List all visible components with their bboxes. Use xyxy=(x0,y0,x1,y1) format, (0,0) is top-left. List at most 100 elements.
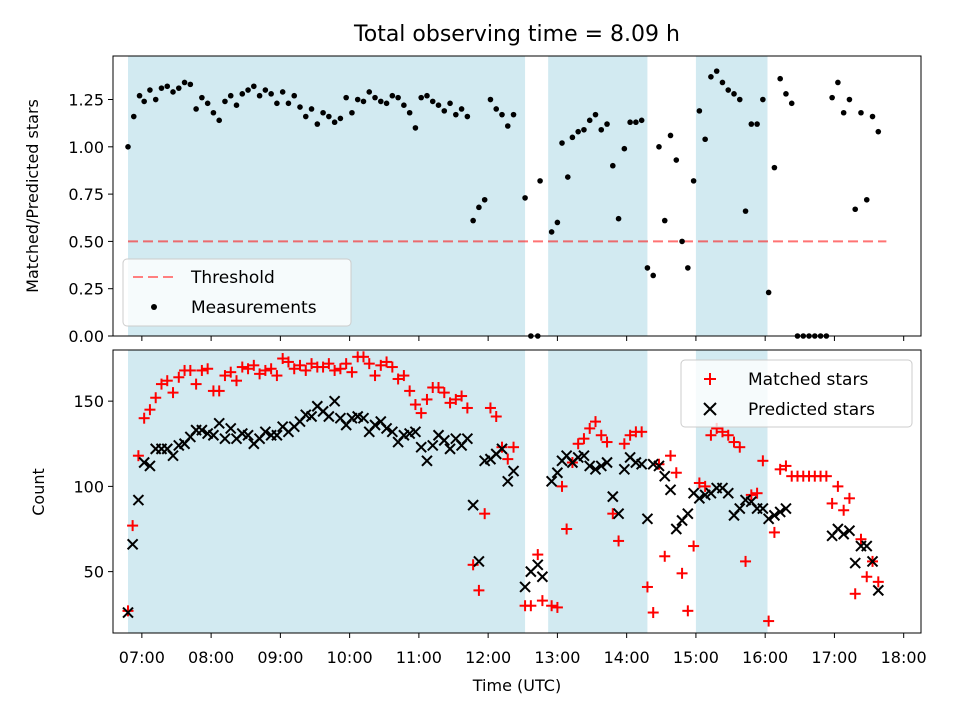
measurement-point xyxy=(331,119,338,126)
matched-star-marker xyxy=(277,353,289,365)
matched-star-marker xyxy=(248,359,260,371)
matched-star-marker xyxy=(317,361,329,373)
matched-star-marker xyxy=(780,460,792,472)
predicted-star-marker xyxy=(551,467,564,479)
measurement-point xyxy=(487,96,494,103)
measurement-point xyxy=(256,92,263,99)
matched-star-marker xyxy=(551,601,563,613)
matched-star-marker xyxy=(768,526,780,538)
matched-star-marker xyxy=(231,375,243,387)
matched-star-marker xyxy=(398,370,410,382)
matched-star-marker xyxy=(774,463,786,475)
matched-star-marker xyxy=(536,595,548,607)
predicted-star-marker xyxy=(138,456,150,469)
measurement-point xyxy=(152,96,159,103)
matched-star-marker xyxy=(653,458,665,470)
measurement-point xyxy=(875,128,882,135)
measurement-point xyxy=(863,196,870,203)
measurement-point xyxy=(765,289,772,296)
predicted-star-marker xyxy=(635,458,648,470)
matched-star-marker xyxy=(589,416,601,428)
measurement-point xyxy=(222,98,228,105)
predicted-star-marker xyxy=(757,502,769,515)
x-tick-label: 14:00 xyxy=(604,648,650,667)
measurement-point xyxy=(522,195,528,201)
y-tick-label: 1.25 xyxy=(68,91,104,110)
predicted-star-marker xyxy=(242,429,254,441)
predicted-star-marker xyxy=(369,419,381,431)
measurement-point xyxy=(673,157,680,163)
matched-star-marker xyxy=(546,600,558,612)
measurement-point xyxy=(760,96,766,103)
measurement-point xyxy=(199,94,205,101)
matched-star-marker xyxy=(641,581,653,593)
matched-star-marker xyxy=(716,426,728,438)
matched-star-marker xyxy=(826,497,838,509)
measurement-point xyxy=(401,102,407,108)
measurement-point xyxy=(470,217,476,224)
matched-star-marker xyxy=(219,370,231,382)
predicted-star-marker xyxy=(126,538,139,551)
measurement-point xyxy=(447,100,453,107)
y-tick-label: 50 xyxy=(84,563,104,582)
predicted-star-marker xyxy=(144,460,156,472)
matched-star-marker xyxy=(242,363,254,375)
measurement-point xyxy=(476,204,482,211)
measurement-point xyxy=(633,119,639,126)
matched-star-marker xyxy=(236,361,248,373)
predicted-star-marker xyxy=(664,484,677,496)
predicted-star-marker xyxy=(357,412,370,424)
predicted-star-marker xyxy=(225,422,237,435)
matched-star-marker xyxy=(693,477,705,489)
bottom-y-axis-label: Count xyxy=(29,468,48,516)
observing-band-2 xyxy=(548,56,648,336)
measurement-point xyxy=(251,83,257,90)
predicted-star-marker xyxy=(762,513,775,525)
measurement-point xyxy=(586,117,593,124)
measurement-point xyxy=(679,238,685,245)
matched-star-marker xyxy=(676,567,688,579)
predicted-star-marker xyxy=(768,509,781,522)
matched-star-marker xyxy=(595,429,607,441)
measurement-point xyxy=(829,94,835,101)
matched-star-marker xyxy=(294,359,306,371)
predicted-legend-label: Predicted stars xyxy=(748,400,875,420)
measurement-point xyxy=(852,206,859,213)
measurements-legend-label: Measurements xyxy=(191,298,317,318)
predicted-star-marker xyxy=(866,555,879,568)
measurement-point xyxy=(592,111,599,118)
top-legend-box xyxy=(122,258,352,327)
measurement-point xyxy=(569,134,576,141)
measurement-point xyxy=(736,96,743,103)
predicted-star-marker xyxy=(427,439,439,452)
matched-star-marker xyxy=(484,402,496,414)
measurement-point xyxy=(302,113,309,120)
matched-star-marker xyxy=(306,358,318,370)
bottom-y-ticks: 50 100 150 xyxy=(73,392,113,582)
predicted-star-marker xyxy=(467,499,479,511)
predicted-star-marker xyxy=(722,487,734,499)
predicted-star-marker xyxy=(578,449,590,462)
matched-star-marker xyxy=(578,433,590,445)
measurement-points xyxy=(125,68,882,339)
y-tick-label: 150 xyxy=(73,392,104,411)
matched-star-marker xyxy=(202,363,214,375)
predicted-star-marker xyxy=(328,395,341,407)
predicted-star-marker xyxy=(843,525,856,537)
predicted-star-marker xyxy=(444,443,456,455)
predicted-star-marker xyxy=(532,559,544,571)
matched-star-marker xyxy=(659,550,671,562)
predicted-star-marker xyxy=(861,540,873,552)
matched-star-marker xyxy=(688,540,700,552)
matched-star-marker xyxy=(838,504,850,516)
measurement-point xyxy=(510,111,517,118)
matched-star-marker xyxy=(757,455,769,467)
predicted-star-marker xyxy=(659,470,671,482)
measurement-point xyxy=(559,140,565,146)
top-x-ticks xyxy=(141,336,905,341)
matched-star-marker xyxy=(740,555,752,567)
measurement-point xyxy=(598,126,605,133)
y-tick-label: 1.00 xyxy=(68,138,104,157)
measurement-point xyxy=(181,79,188,86)
measurement-point xyxy=(725,87,732,93)
